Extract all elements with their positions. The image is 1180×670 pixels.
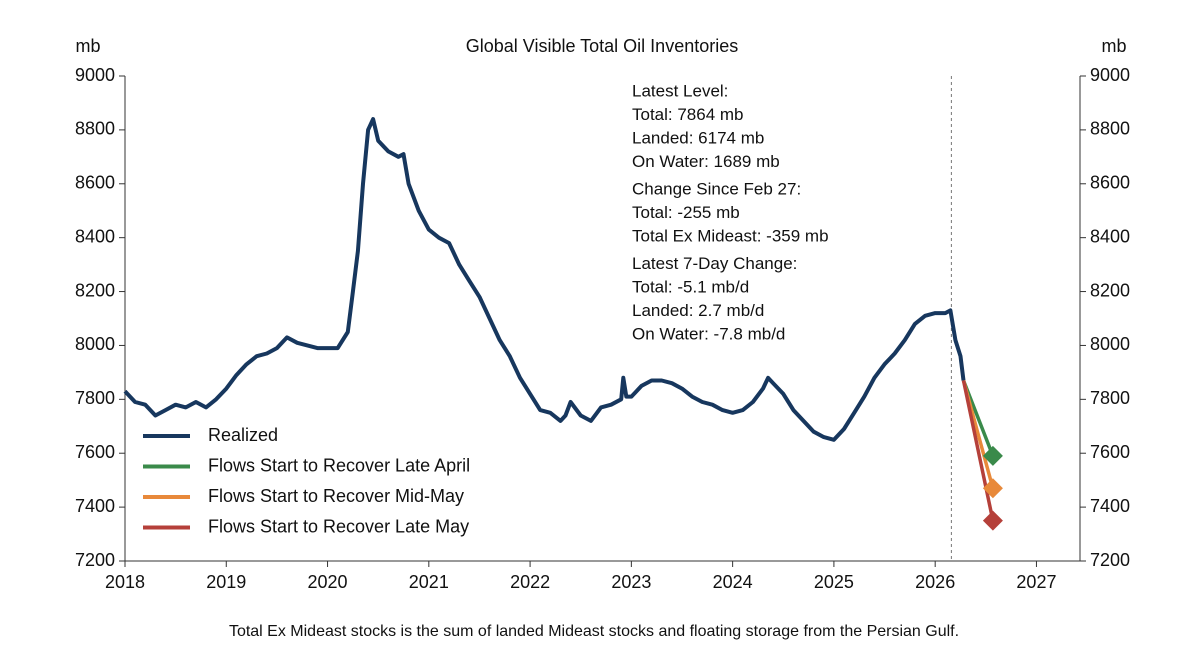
y2-tick-label: 7600 xyxy=(1090,442,1130,462)
y2-tick-label: 7200 xyxy=(1090,550,1130,570)
legend-label: Flows Start to Recover Late April xyxy=(208,455,470,475)
annotation: Landed: 6174 mb xyxy=(632,128,764,147)
y-tick-label: 7600 xyxy=(75,442,115,462)
x-tick-label: 2024 xyxy=(713,572,753,592)
x-tick-label: 2021 xyxy=(409,572,449,592)
x-tick-label: 2025 xyxy=(814,572,854,592)
series-line xyxy=(961,380,995,521)
annotation: Total: -5.1 mb/d xyxy=(632,277,749,296)
legend-label: Realized xyxy=(208,425,278,445)
diamond-marker xyxy=(982,478,1003,499)
annotation: On Water: 1689 mb xyxy=(632,152,780,171)
x-tick-label: 2019 xyxy=(206,572,246,592)
x-tick-label: 2027 xyxy=(1016,572,1056,592)
y-tick-label: 9000 xyxy=(75,65,115,85)
chart-title: Global Visible Total Oil Inventories xyxy=(466,36,738,56)
annotation: Latest 7-Day Change: xyxy=(632,254,797,273)
x-tick-label: 2026 xyxy=(915,572,955,592)
y2-tick-label: 8200 xyxy=(1090,280,1130,300)
y-tick-label: 8800 xyxy=(75,119,115,139)
series-line xyxy=(123,117,966,442)
y2-tick-label: 8600 xyxy=(1090,173,1130,193)
y2-tick-label: 9000 xyxy=(1090,65,1130,85)
x-tick-label: 2020 xyxy=(308,572,348,592)
y-tick-label: 8600 xyxy=(75,173,115,193)
legend-label: Flows Start to Recover Late May xyxy=(208,516,469,536)
annotation: Total: -255 mb xyxy=(632,203,740,222)
y2-tick-label: 7800 xyxy=(1090,388,1130,408)
y-tick-label: 8000 xyxy=(75,334,115,354)
y-tick-label: 7200 xyxy=(75,550,115,570)
y-tick-label: 7400 xyxy=(75,496,115,516)
annotation: Change Since Feb 27: xyxy=(632,179,801,198)
y2-tick-label: 8400 xyxy=(1090,226,1130,246)
annotation: On Water: -7.8 mb/d xyxy=(632,324,785,343)
y-tick-label: 7800 xyxy=(75,388,115,408)
y-tick-label: 8200 xyxy=(75,280,115,300)
x-tick-label: 2022 xyxy=(510,572,550,592)
diamond-marker xyxy=(982,445,1003,466)
y2-tick-label: 8000 xyxy=(1090,334,1130,354)
annotation: Landed: 2.7 mb/d xyxy=(632,301,764,320)
annotation: Total: 7864 mb xyxy=(632,105,744,124)
footnote: Total Ex Mideast stocks is the sum of la… xyxy=(229,623,959,640)
y2-axis-label: mb xyxy=(1101,36,1126,56)
x-tick-label: 2023 xyxy=(611,572,651,592)
y2-tick-label: 7400 xyxy=(1090,496,1130,516)
y-tick-label: 8400 xyxy=(75,226,115,246)
annotation: Latest Level: xyxy=(632,81,728,100)
y2-tick-label: 8800 xyxy=(1090,119,1130,139)
diamond-marker xyxy=(982,510,1003,531)
annotation: Total Ex Mideast: -359 mb xyxy=(632,226,829,245)
y-axis-label: mb xyxy=(75,36,100,56)
x-tick-label: 2018 xyxy=(105,572,145,592)
legend-label: Flows Start to Recover Mid-May xyxy=(208,486,464,506)
